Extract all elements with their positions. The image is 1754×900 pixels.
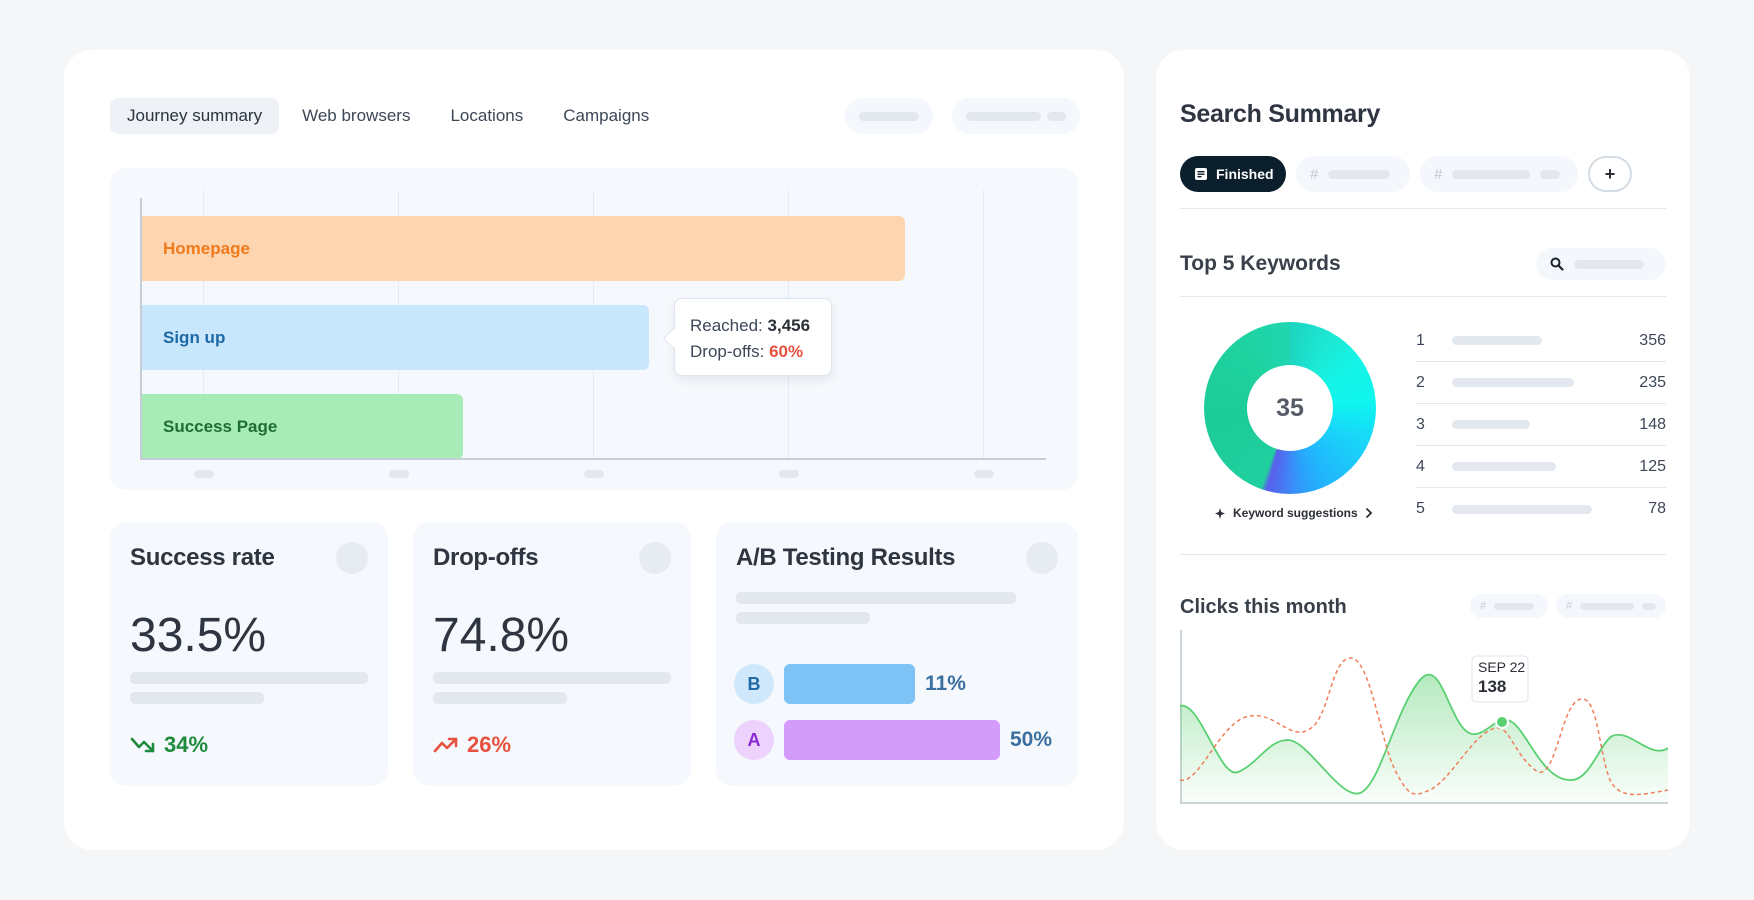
- tooltip-date: SEP 22: [1478, 659, 1525, 675]
- green-series-area: [1180, 674, 1668, 803]
- journey-card: Journey summary Web browsers Locations C…: [64, 50, 1124, 850]
- info-dot[interactable]: [1026, 542, 1058, 574]
- variant-b-badge: B: [734, 664, 774, 704]
- search-summary-card: Search Summary Finished # # + Top 5 Keyw…: [1156, 50, 1690, 850]
- success-rate-card: Success rate 33.5% 34%: [110, 522, 388, 786]
- card-title: A/B Testing Results: [736, 544, 956, 571]
- funnel-bar-success-page[interactable]: Success Page: [141, 394, 463, 459]
- green-series-line: [1180, 673, 1668, 795]
- search-summary-title: Search Summary: [1180, 100, 1381, 128]
- date-pill-placeholder[interactable]: [952, 98, 1080, 134]
- variant-a-pct: 50%: [1010, 728, 1053, 751]
- keyword-row[interactable]: 3 148: [1416, 404, 1666, 446]
- tooltip-value: 138: [1478, 677, 1506, 696]
- x-tick: [389, 470, 409, 478]
- funnel-bar-label: Sign up: [163, 327, 226, 347]
- ab-testing-card: A/B Testing Results B 11% A 50%: [716, 522, 1078, 786]
- highlight-point: [1495, 715, 1509, 729]
- donut-center-value: 35: [1247, 365, 1333, 451]
- tab-journey-summary[interactable]: Journey summary: [110, 98, 280, 134]
- trend-down-icon: [130, 737, 155, 753]
- funnel-bar-label: Success Page: [163, 416, 278, 436]
- success-rate-change: 34%: [130, 732, 208, 758]
- clicks-line-chart: SEP 22 138: [1180, 630, 1668, 804]
- keyword-suggestions-link[interactable]: Keyword suggestions: [1214, 506, 1374, 520]
- success-rate-value: 33.5%: [130, 609, 267, 662]
- variant-b-bar: [784, 664, 915, 704]
- tag-chip-1[interactable]: #: [1296, 156, 1410, 192]
- funnel-chart: Homepage Sign up Success Page Reached: 3…: [110, 168, 1078, 490]
- card-title: Success rate: [130, 544, 275, 571]
- keyword-row[interactable]: 5 78: [1416, 500, 1666, 517]
- ab-row-a: A 50%: [734, 720, 1052, 760]
- dropoffs-change: 26%: [433, 732, 511, 758]
- tag-chip-2[interactable]: #: [1420, 156, 1578, 192]
- trend-up-icon: [433, 737, 458, 753]
- tab-web-browsers[interactable]: Web browsers: [302, 106, 411, 125]
- filter-pill-placeholder[interactable]: [845, 98, 933, 134]
- x-tick: [779, 470, 799, 478]
- x-tick: [974, 470, 994, 478]
- legend-chip-2[interactable]: #: [1556, 594, 1666, 618]
- finished-chip[interactable]: Finished: [1180, 156, 1286, 192]
- clicks-title: Clicks this month: [1180, 596, 1347, 618]
- funnel-bar-label: Homepage: [163, 238, 250, 258]
- x-tick: [194, 470, 214, 478]
- card-title: Drop-offs: [433, 544, 539, 571]
- legend-chip-1[interactable]: #: [1470, 594, 1548, 618]
- keywords-donut[interactable]: 35: [1204, 322, 1376, 494]
- info-dot[interactable]: [639, 542, 671, 574]
- keyword-row[interactable]: 4 125: [1416, 446, 1666, 488]
- add-chip-button[interactable]: +: [1588, 156, 1632, 192]
- keyword-row[interactable]: 1 356: [1416, 320, 1666, 362]
- variant-a-badge: A: [734, 720, 774, 760]
- funnel-bar-signup[interactable]: Sign up: [141, 305, 649, 370]
- funnel-bar-homepage[interactable]: Homepage: [141, 216, 905, 281]
- keyword-search[interactable]: [1536, 248, 1666, 280]
- tab-campaigns[interactable]: Campaigns: [563, 106, 650, 125]
- sparkle-icon: [1215, 507, 1225, 519]
- top-keywords-title: Top 5 Keywords: [1180, 252, 1341, 275]
- dropoffs-value: 74.8%: [433, 609, 570, 662]
- tab-locations[interactable]: Locations: [450, 106, 524, 125]
- search-icon: [1550, 257, 1564, 271]
- keyword-row[interactable]: 2 235: [1416, 362, 1666, 404]
- tab-bar: Journey summary Web browsers Locations C…: [110, 98, 666, 134]
- variant-b-pct: 11%: [925, 672, 966, 695]
- chevron-right-icon: [1365, 508, 1372, 518]
- funnel-tooltip: Reached: 3,456 Drop-offs: 60%: [674, 298, 832, 376]
- x-tick: [584, 470, 604, 478]
- ab-row-b: B 11%: [734, 664, 966, 704]
- info-dot[interactable]: [336, 542, 368, 574]
- document-icon: [1195, 168, 1207, 180]
- variant-a-bar: [784, 720, 1000, 760]
- dropoffs-card: Drop-offs 74.8% 26%: [413, 522, 691, 786]
